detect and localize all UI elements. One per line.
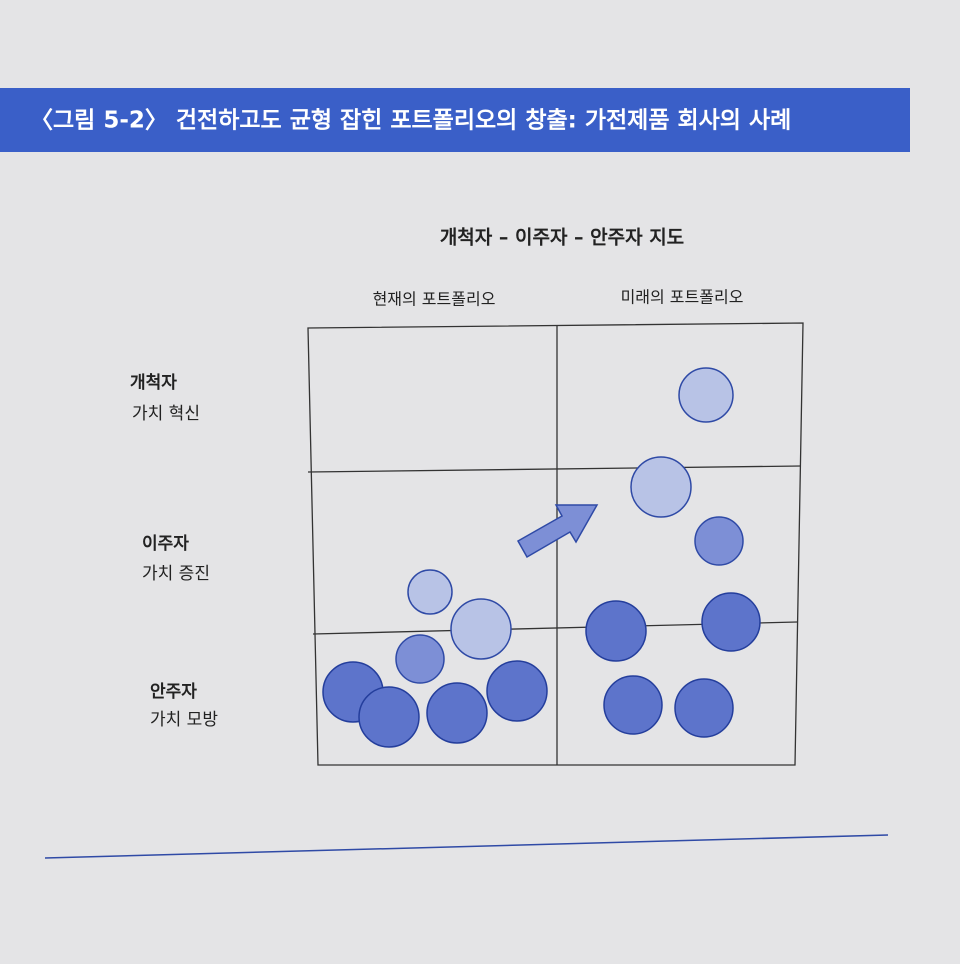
row-desc: 가치 혁신 — [132, 404, 200, 424]
current-circles — [322, 569, 548, 748]
arrow — [516, 504, 599, 559]
figure-caption: 〈그림 5-2〉 건전하고도 균형 잡힌 포트폴리오의 창출: 가전제품 회사의… — [30, 108, 791, 134]
header-bar — [0, 88, 910, 152]
rule — [44, 834, 889, 859]
row-name: 이주자 — [142, 534, 189, 554]
row-name: 개척자 — [130, 373, 177, 393]
future-circles — [585, 367, 761, 738]
column-label: 미래의 포트폴리오 — [621, 288, 744, 307]
column-label: 현재의 포트폴리오 — [373, 290, 496, 309]
row-desc: 가치 증진 — [142, 564, 210, 584]
diagram-title: 개척자 – 이주자 – 안주자 지도 — [440, 227, 684, 249]
row-desc: 가치 모방 — [150, 710, 218, 730]
grid — [307, 322, 804, 766]
row-name: 안주자 — [150, 682, 197, 702]
